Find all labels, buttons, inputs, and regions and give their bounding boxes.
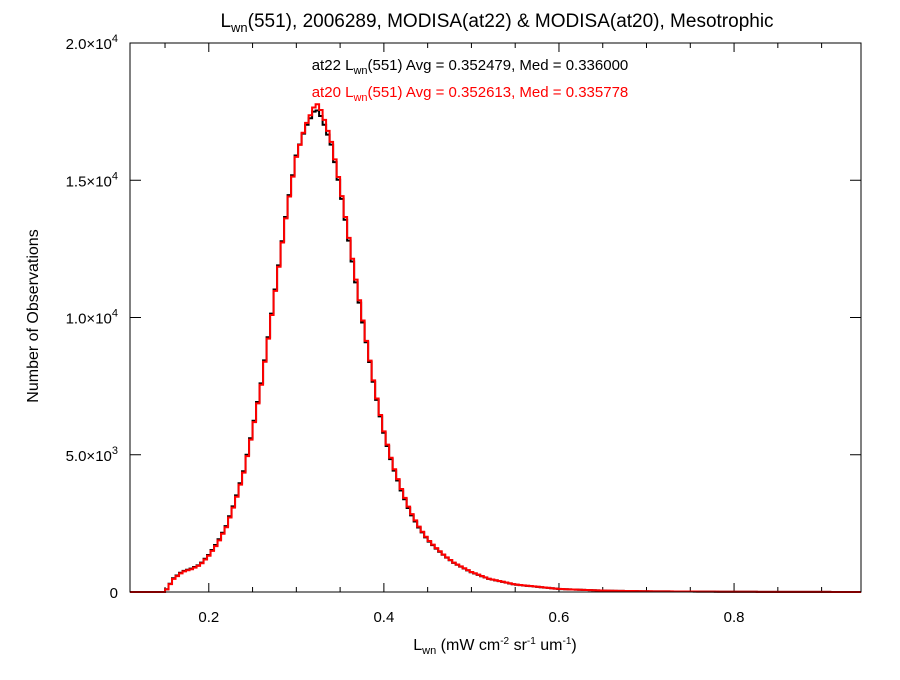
plot-frame [129,42,862,593]
y-tick-label-4: 2.0×104 [66,33,118,53]
annotation-at22: at22 Lwn(551) Avg = 0.352479, Med = 0.33… [312,57,629,77]
axis-ticks: 0.2 0.4 0.6 0.8 0 5.0×103 1.0×104 1.5×104 2.0×10… [66,33,861,626]
series-line-0 [130,109,861,593]
x-axis-label: Lwn (mW cm-2 sr-1 um-1) [413,636,576,657]
annotation-at20: at20 Lwn(551) Avg = 0.352613, Med = 0.33… [312,84,629,104]
chart-title: Lwn(551), 2006289, MODISA(at22) & MODISA… [220,11,773,35]
x-tick-label-0: 0.2 [198,609,219,626]
x-tick-label-2: 0.6 [549,609,570,626]
series-layer [130,103,861,593]
y-axis-label: Number of Observations [25,229,42,402]
series-line-1 [130,103,861,593]
x-tick-label-3: 0.8 [724,609,745,626]
y-tick-label-2: 1.0×104 [66,308,118,328]
y-tick-label-0: 0 [110,585,118,602]
y-tick-label-1: 5.0×103 [66,445,118,465]
x-tick-label-1: 0.4 [373,609,394,626]
y-tick-label-3: 1.5×104 [66,170,118,190]
